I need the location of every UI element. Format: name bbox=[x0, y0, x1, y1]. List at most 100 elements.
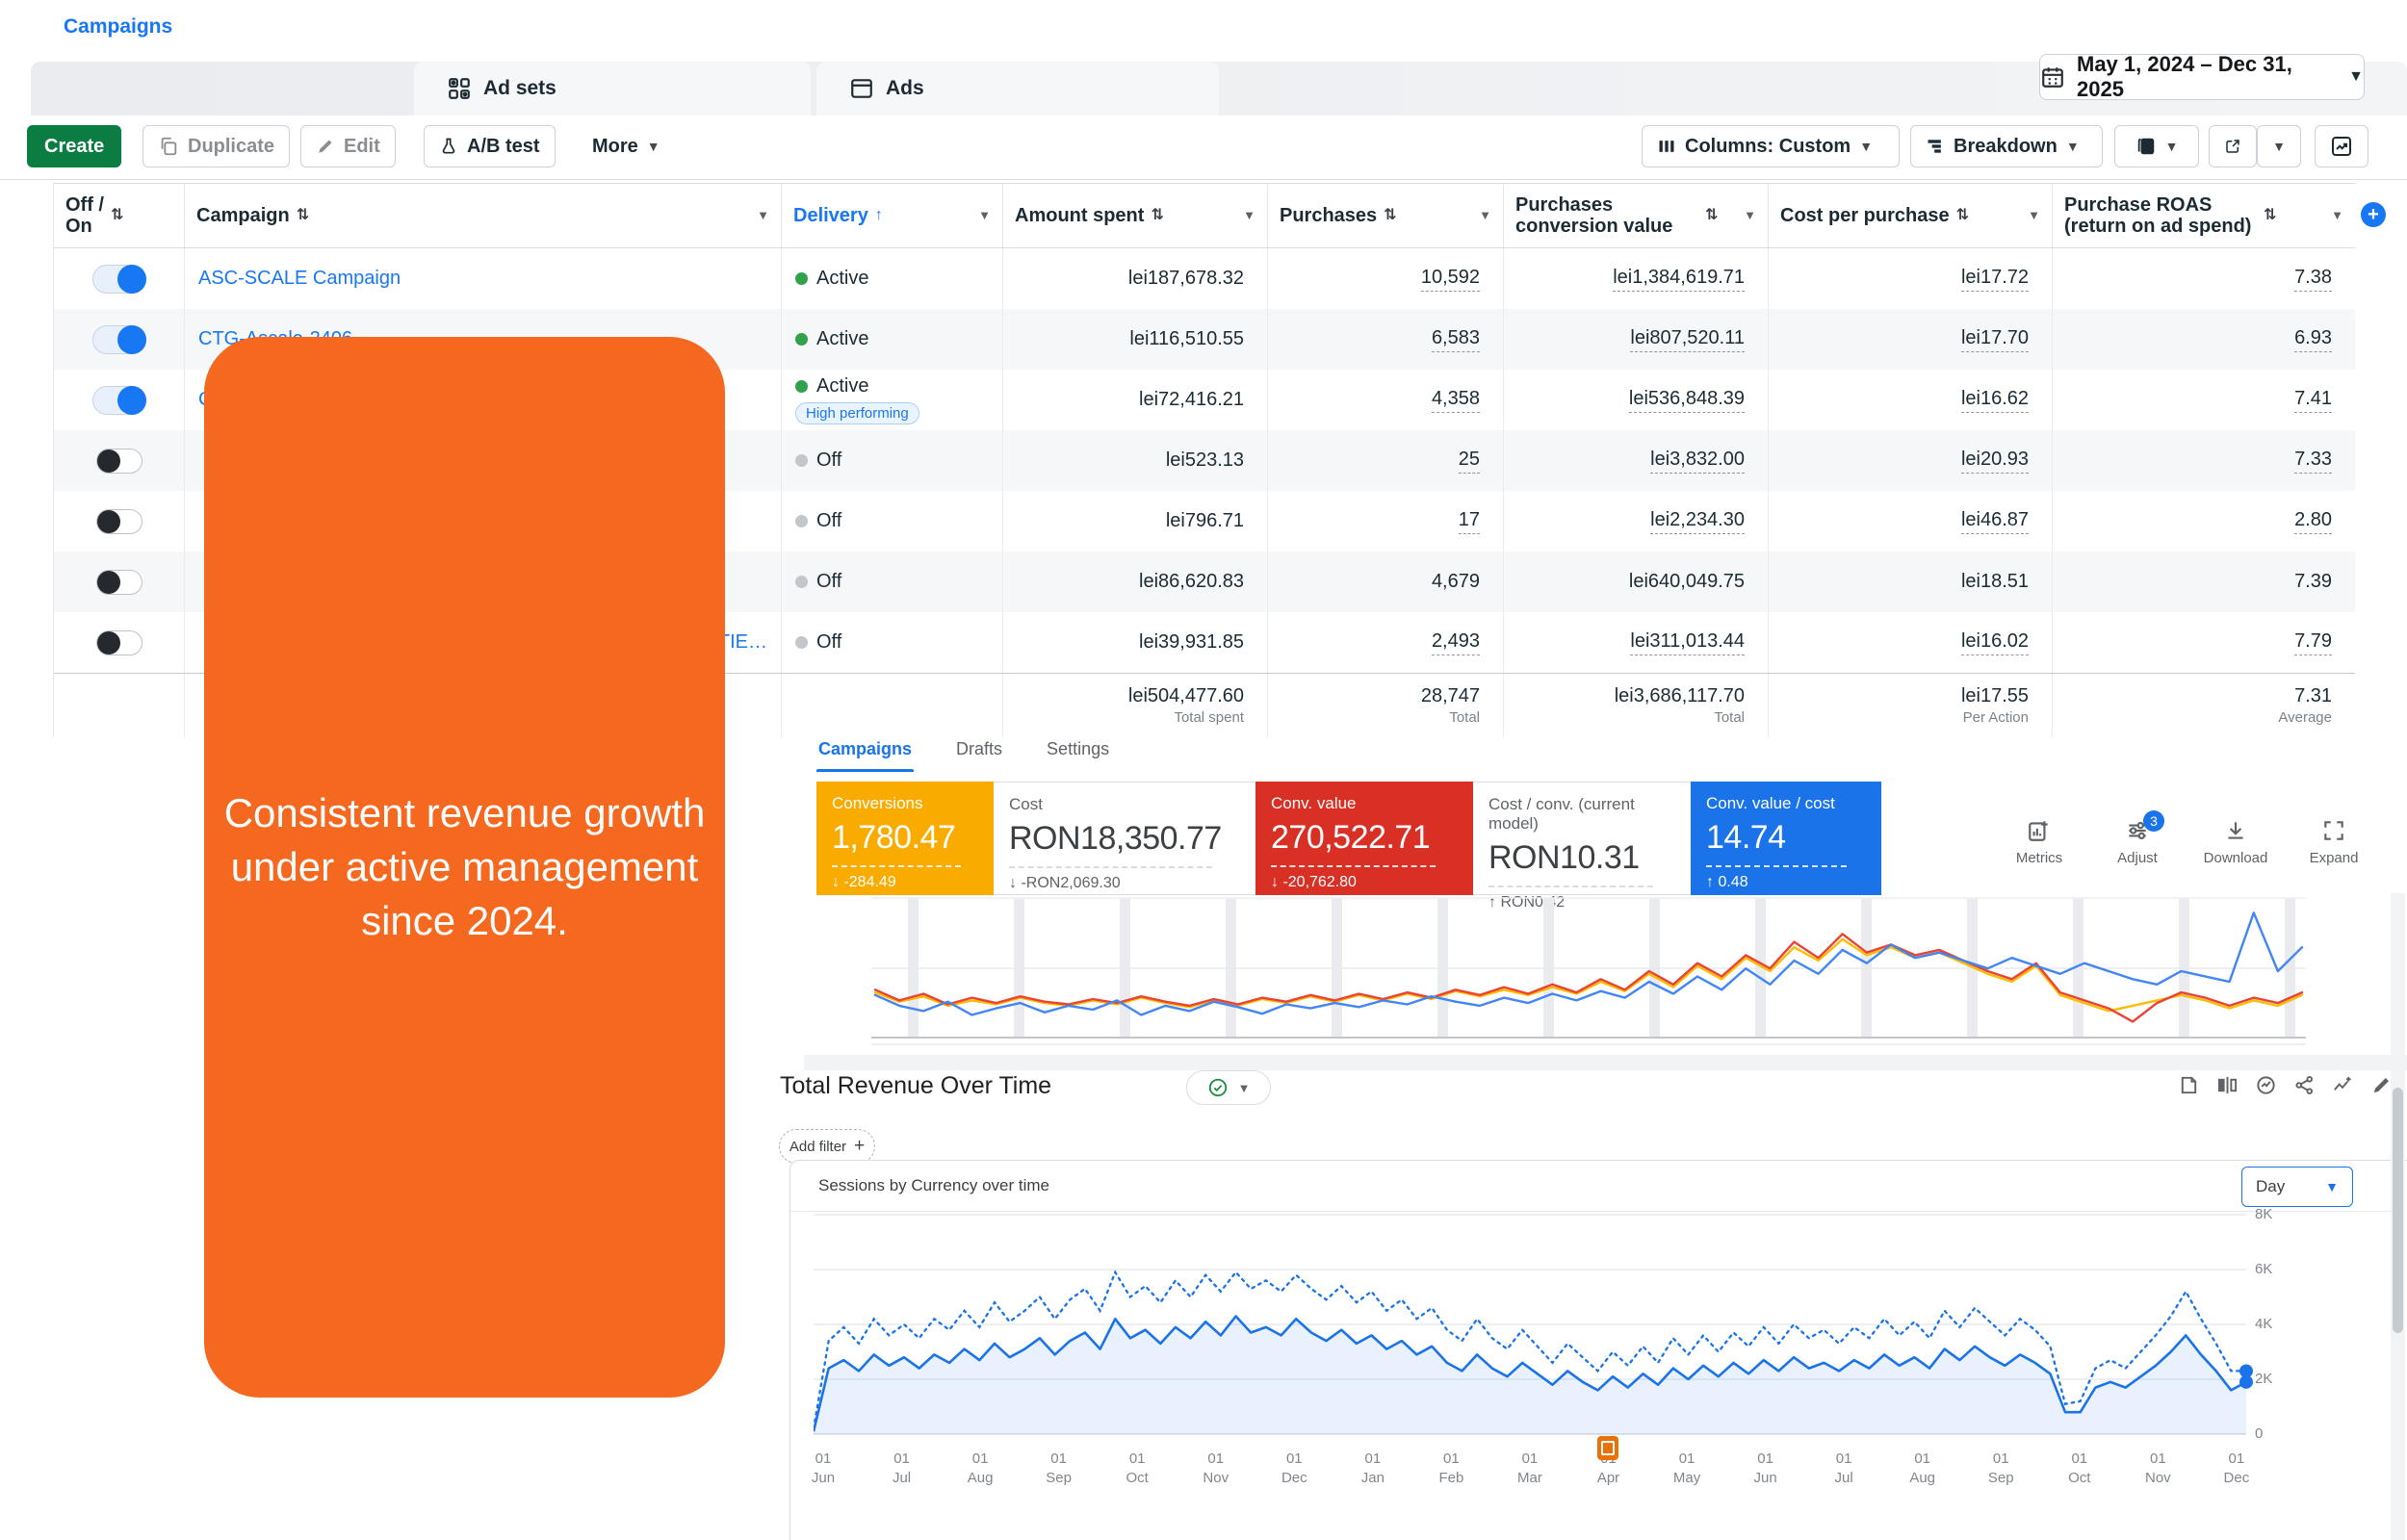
export-options-button[interactable]: ▼ bbox=[2257, 125, 2301, 167]
roas-cell[interactable]: 2.80 bbox=[2052, 491, 2355, 552]
col-header-cost-per-purchase[interactable]: Cost per purchase ⇅ ▼ bbox=[1768, 184, 2052, 247]
purchases-cell[interactable]: 10,592 bbox=[1267, 248, 1503, 309]
status-pill[interactable]: ▼ bbox=[1186, 1070, 1271, 1105]
sort-icon: ⇅ bbox=[1955, 207, 1970, 224]
interval-select[interactable]: Day ▼ bbox=[2241, 1167, 2353, 1207]
adjust-button[interactable]: 3 Adjust bbox=[2099, 810, 2176, 866]
col-header-amount-spent[interactable]: Amount spent ⇅ ▼ bbox=[1002, 184, 1267, 247]
metric-card[interactable]: Cost RON18,350.77 ↓ -RON2,069.30 bbox=[994, 782, 1255, 895]
analytics-icon[interactable] bbox=[2255, 1074, 2277, 1096]
x-tick-label: 01 Jul bbox=[892, 1450, 912, 1486]
sort-icon: ⇅ bbox=[1384, 207, 1397, 224]
x-tick-label: 01 Dec bbox=[2223, 1450, 2250, 1486]
tab-ad-sets[interactable]: Ad sets bbox=[414, 62, 811, 116]
roas-cell[interactable]: 6.93 bbox=[2052, 309, 2355, 370]
campaign-toggle[interactable] bbox=[91, 324, 146, 354]
ads-timeline-chart[interactable] bbox=[871, 895, 2311, 1049]
conversion-value-cell[interactable]: lei536,848.39 bbox=[1503, 370, 1768, 430]
expand-button[interactable]: Expand bbox=[2295, 818, 2372, 866]
edit-button[interactable]: Edit bbox=[300, 125, 396, 167]
campaign-toggle[interactable] bbox=[95, 508, 142, 534]
tab-ads[interactable]: Ads bbox=[816, 62, 1219, 116]
campaign-toggle[interactable] bbox=[95, 448, 142, 474]
col-header-campaign[interactable]: Campaign ⇅ ▼ bbox=[184, 184, 781, 247]
panel-tab-drafts[interactable]: Drafts bbox=[956, 738, 1003, 758]
purchases-cell[interactable]: 4,358 bbox=[1267, 370, 1503, 430]
more-button[interactable]: More ▼ bbox=[578, 125, 675, 167]
cost-per-purchase-cell[interactable]: lei18.51 bbox=[1768, 552, 2052, 612]
col-header-purchase-roas[interactable]: Purchase ROAS (return on ad spend) ⇅ ▼ bbox=[2052, 184, 2355, 247]
delivery-status: Off bbox=[816, 510, 842, 531]
campaign-toggle[interactable] bbox=[95, 569, 142, 595]
panel-tab-settings[interactable]: Settings bbox=[1047, 738, 1110, 758]
metric-card[interactable]: Conversions 1,780.47 ↓ -284.49 bbox=[816, 782, 994, 895]
conversion-value-cell[interactable]: lei2,234.30 bbox=[1503, 491, 1768, 552]
panel-tab-campaigns[interactable]: Campaigns bbox=[816, 728, 915, 772]
axis-annotation-marker[interactable] bbox=[1597, 1436, 1618, 1460]
campaign-toggle[interactable] bbox=[91, 385, 146, 415]
metric-card[interactable]: Cost / conv. (current model) RON10.31 ↑ RO… bbox=[1473, 782, 1691, 911]
metrics-button[interactable]: Metrics bbox=[2001, 818, 2078, 866]
cost-per-purchase-cell[interactable]: lei16.62 bbox=[1768, 370, 2052, 430]
metric-card[interactable]: Conv. value / cost 14.74 ↑ 0.48 bbox=[1691, 782, 1881, 895]
date-range-button[interactable]: May 1, 2024 – Dec 31, 2025 ▼ bbox=[2039, 52, 2365, 101]
campaign-toggle[interactable] bbox=[91, 264, 146, 294]
chevron-down-icon: ▼ bbox=[2028, 207, 2040, 222]
metric-card[interactable]: Conv. value 270,522.71 ↓ -20,762.80 bbox=[1255, 782, 1473, 895]
cost-per-purchase-cell[interactable]: lei16.02 bbox=[1768, 612, 2052, 673]
download-icon bbox=[2228, 822, 2243, 839]
conversion-value-cell[interactable]: lei311,013.44 bbox=[1503, 612, 1768, 673]
cost-per-purchase-cell[interactable]: lei17.72 bbox=[1768, 248, 2052, 309]
conversion-value-cell[interactable]: lei1,384,619.71 bbox=[1503, 248, 1768, 309]
note-icon[interactable] bbox=[2178, 1074, 2200, 1096]
roas-cell[interactable]: 7.41 bbox=[2052, 370, 2355, 430]
conversion-value-cell[interactable]: lei3,832.00 bbox=[1503, 430, 1768, 491]
cost-per-purchase-cell[interactable]: lei20.93 bbox=[1768, 430, 2052, 491]
purchases-cell[interactable]: 6,583 bbox=[1267, 309, 1503, 370]
edit-icon[interactable] bbox=[2370, 1074, 2393, 1096]
share-icon[interactable] bbox=[2293, 1074, 2316, 1096]
add-column-icon[interactable]: + bbox=[2361, 202, 2386, 227]
create-button[interactable]: Create bbox=[27, 125, 122, 167]
tab-campaigns[interactable]: Campaigns bbox=[31, 0, 408, 54]
campaign-link[interactable]: TIE… bbox=[717, 631, 767, 653]
roas-cell[interactable]: 7.33 bbox=[2052, 430, 2355, 491]
conversion-value-cell[interactable]: lei807,520.11 bbox=[1503, 309, 1768, 370]
compare-icon[interactable] bbox=[2216, 1074, 2239, 1096]
duplicate-button[interactable]: Duplicate bbox=[142, 125, 291, 167]
purchases-cell[interactable]: 2,493 bbox=[1267, 612, 1503, 673]
campaign-toolbar: Create Duplicate Edit A/B test More ▼ Col… bbox=[0, 116, 2407, 180]
flask-icon bbox=[442, 138, 455, 154]
delivery-cell: Off bbox=[781, 491, 1002, 552]
roas-cell[interactable]: 7.39 bbox=[2052, 552, 2355, 612]
reports-button[interactable]: ▼ bbox=[2114, 125, 2199, 167]
download-button[interactable]: Download bbox=[2197, 818, 2274, 866]
table-row: CActiveHigh performinglei72,416.214,358l… bbox=[54, 370, 2355, 430]
col-header-off-on[interactable]: Off / On ⇅ bbox=[65, 193, 124, 237]
add-filter-button[interactable]: Add filter + bbox=[779, 1129, 875, 1164]
cost-per-purchase-cell[interactable]: lei17.70 bbox=[1768, 309, 2052, 370]
insights-icon[interactable] bbox=[2332, 1074, 2354, 1096]
purchases-cell[interactable]: 4,679 bbox=[1267, 552, 1503, 612]
columns-button[interactable]: Columns: Custom ▼ bbox=[1642, 125, 1900, 167]
cost-per-purchase-cell[interactable]: lei46.87 bbox=[1768, 491, 2052, 552]
metric-label: Cost bbox=[1009, 795, 1043, 813]
ad-sets-icon bbox=[447, 76, 472, 101]
sessions-chart[interactable] bbox=[814, 1211, 2258, 1442]
conversion-value-cell[interactable]: lei640,049.75 bbox=[1503, 552, 1768, 612]
campaign-link[interactable]: ASC-SCALE Campaign bbox=[198, 268, 401, 289]
campaign-toggle[interactable] bbox=[95, 629, 142, 655]
open-chart-button[interactable] bbox=[2315, 125, 2368, 167]
breakdown-button[interactable]: Breakdown ▼ bbox=[1910, 125, 2103, 167]
col-header-delivery[interactable]: Delivery ↑ ▼ bbox=[781, 184, 1002, 247]
purchases-cell[interactable]: 17 bbox=[1267, 491, 1503, 552]
x-tick-label: 01 Nov bbox=[2145, 1450, 2171, 1486]
scrollbar-thumb[interactable] bbox=[2393, 1088, 2403, 1333]
export-button[interactable] bbox=[2209, 125, 2257, 167]
roas-cell[interactable]: 7.38 bbox=[2052, 248, 2355, 309]
roas-cell[interactable]: 7.79 bbox=[2052, 612, 2355, 673]
ab-test-button[interactable]: A/B test bbox=[424, 125, 556, 167]
col-header-purchases-conversion-value[interactable]: Purchases conversion value ⇅ ▼ bbox=[1503, 184, 1768, 247]
col-header-purchases[interactable]: Purchases ⇅ ▼ bbox=[1267, 184, 1503, 247]
purchases-cell[interactable]: 25 bbox=[1267, 430, 1503, 491]
